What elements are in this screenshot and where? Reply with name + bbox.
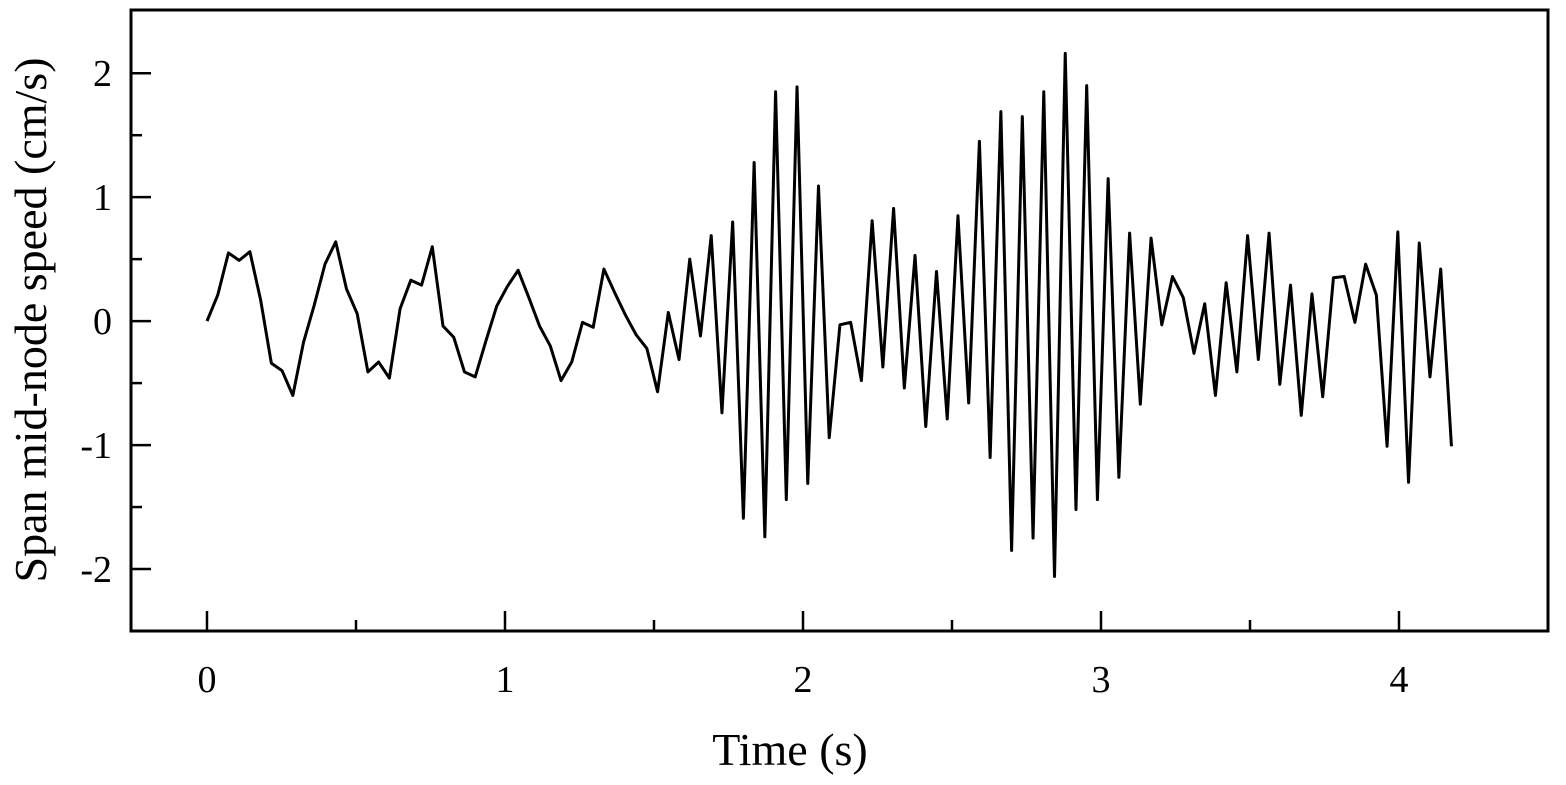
x-tick-label: 4 bbox=[1389, 659, 1408, 701]
x-axis-title: Time (s) bbox=[712, 724, 868, 775]
y-axis-title: Span mid-node speed (cm/s) bbox=[5, 57, 56, 582]
y-tick-label: 0 bbox=[93, 301, 112, 343]
y-tick-label: -2 bbox=[80, 549, 112, 591]
x-tick-label: 0 bbox=[197, 659, 216, 701]
y-tick-label: -1 bbox=[80, 425, 112, 467]
x-tick-label: 2 bbox=[793, 659, 812, 701]
y-tick-label: 1 bbox=[93, 177, 112, 219]
line-series bbox=[205, 51, 1453, 578]
y-tick-label: 2 bbox=[93, 53, 112, 95]
x-tick-label: 3 bbox=[1091, 659, 1110, 701]
x-tick-label: 1 bbox=[495, 659, 514, 701]
plot-frame bbox=[129, 8, 1550, 633]
